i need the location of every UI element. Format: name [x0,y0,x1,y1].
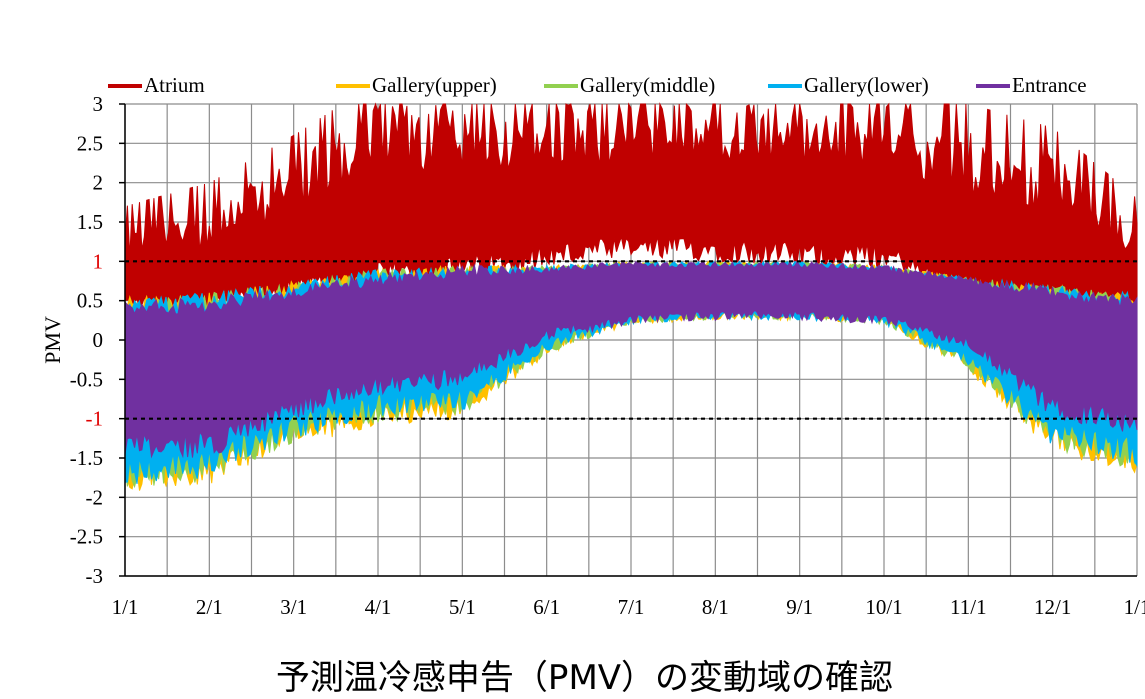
legend-label: Gallery(upper) [372,73,497,97]
x-tick-label: 2/1 [196,595,223,619]
y-tick-label: -3 [86,564,104,588]
legend-label: Gallery(lower) [804,73,929,97]
y-tick-label: -0.5 [70,367,103,391]
y-tick-label: 1 [93,249,104,273]
y-axis-label: PMV [40,316,65,364]
y-tick-label: -1 [86,407,104,431]
y-tick-labels: 3 2.5 2 1.5 1 0.5 0 -0.5 -1 -1.5 -2 -2.5 -3 [70,92,103,588]
legend-swatch [108,83,142,88]
legend-item: Gallery(lower) [768,73,929,98]
x-tick-label: 8/1 [702,595,729,619]
legend-swatch [976,83,1010,88]
x-tick-labels: 1/1 2/1 3/1 4/1 5/1 6/1 7/1 8/1 9/1 10/1 11/1 12/1 1… [112,595,1145,619]
legend-label: Atrium [144,73,205,97]
x-tick-label: 6/1 [533,595,560,619]
x-tick-label: 12/1 [1034,595,1071,619]
y-tick-label: 0.5 [77,289,103,313]
y-tick-label: 3 [93,92,104,116]
legend-item: Gallery(upper) [336,73,497,98]
reference-lines [125,260,1137,420]
x-tick-label: 1/1 [1124,595,1145,619]
y-tick-label: 1.5 [77,210,103,234]
y-tick-label: -1.5 [70,446,103,470]
x-tick-label: 10/1 [865,595,902,619]
legend-swatch [336,83,370,88]
legend-item: Gallery(middle) [544,73,715,98]
y-tick-label: 2.5 [77,131,103,155]
x-tick-label: 4/1 [365,595,392,619]
y-tick-label: -2 [86,485,104,509]
series-band [124,260,1138,459]
y-tick-label: 2 [93,171,104,195]
x-tick-label: 1/1 [112,595,139,619]
x-tick-label: 3/1 [280,595,307,619]
legend-item: Atrium [108,73,205,98]
y-tick-label: 0 [93,328,104,352]
pmv-chart: 3 2.5 2 1.5 1 0.5 0 -0.5 -1 -1.5 -2 -2.5 -3 1/1 2/1 3/… [40,92,1145,619]
legend-swatch [768,83,802,88]
legend-swatch [544,83,578,88]
series-entrance [124,260,1138,459]
chart-legend: Atrium Gallery(upper) Gallery(middle) Galle… [108,73,1115,99]
axes [119,103,1137,577]
y-tick-label: -2.5 [70,525,103,549]
legend-label: Gallery(middle) [580,73,716,97]
chart-figure: 3 2.5 2 1.5 1 0.5 0 -0.5 -1 -1.5 -2 -2.5 -3 1/1 2/1 3/… [40,73,1145,698]
x-tick-label: 11/1 [950,595,987,619]
legend-label: Entrance [1012,73,1087,97]
legend-item: Entrance [976,73,1087,98]
x-tick-label: 5/1 [449,595,476,619]
x-tick-label: 7/1 [618,595,645,619]
x-tick-label: 9/1 [786,595,813,619]
series-layer [124,102,1138,491]
caption-text: 予測温冷感申告（PMV）の変動域の確認 [275,658,894,698]
